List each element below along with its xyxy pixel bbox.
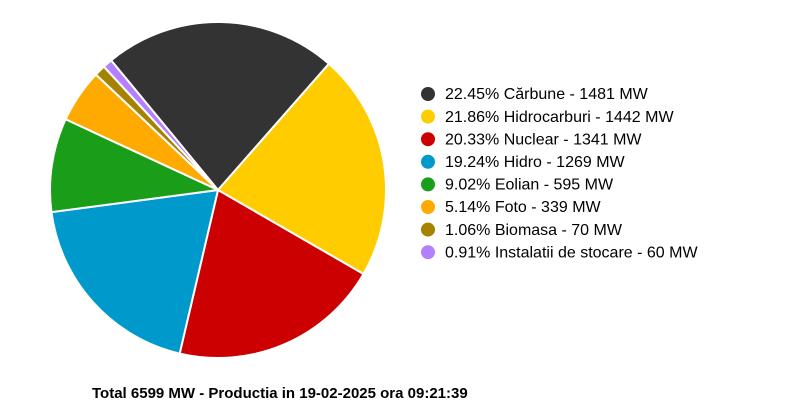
pie-slice [50,188,220,355]
legend-label: 0.91% Instalatii de stocare - 60 MW [445,244,698,261]
pie-slice [49,117,222,214]
legend-label: 22.45% Cărbune - 1481 MW [445,86,649,103]
legend-marker [421,87,435,101]
pie-slice [102,58,219,191]
pie-slice [109,21,331,192]
legend-label: 9.02% Eolian - 595 MW [445,177,614,194]
legend-marker [421,109,435,124]
legend-marker [421,245,435,260]
legend-marker [421,132,435,147]
legend-marker [421,222,435,237]
legend-label: 20.33% Nuclear - 1341 MW [445,131,642,148]
legend-label: 21.86% Hidrocarburi - 1442 MW [445,109,674,126]
legend-label: 19.24% Hidro - 1269 MW [445,154,626,171]
legend-marker [421,154,435,169]
legend-label: 5.14% Foto - 339 MW [445,199,602,216]
chart-title: Total 6599 MW - Productia in 19-02-2025 … [92,385,468,402]
legend-label: 1.06% Biomasa - 70 MW [445,222,623,239]
legend-marker [421,177,435,192]
legend-marker [421,200,435,214]
pie-slice [216,62,387,276]
pie-slice [178,188,365,359]
